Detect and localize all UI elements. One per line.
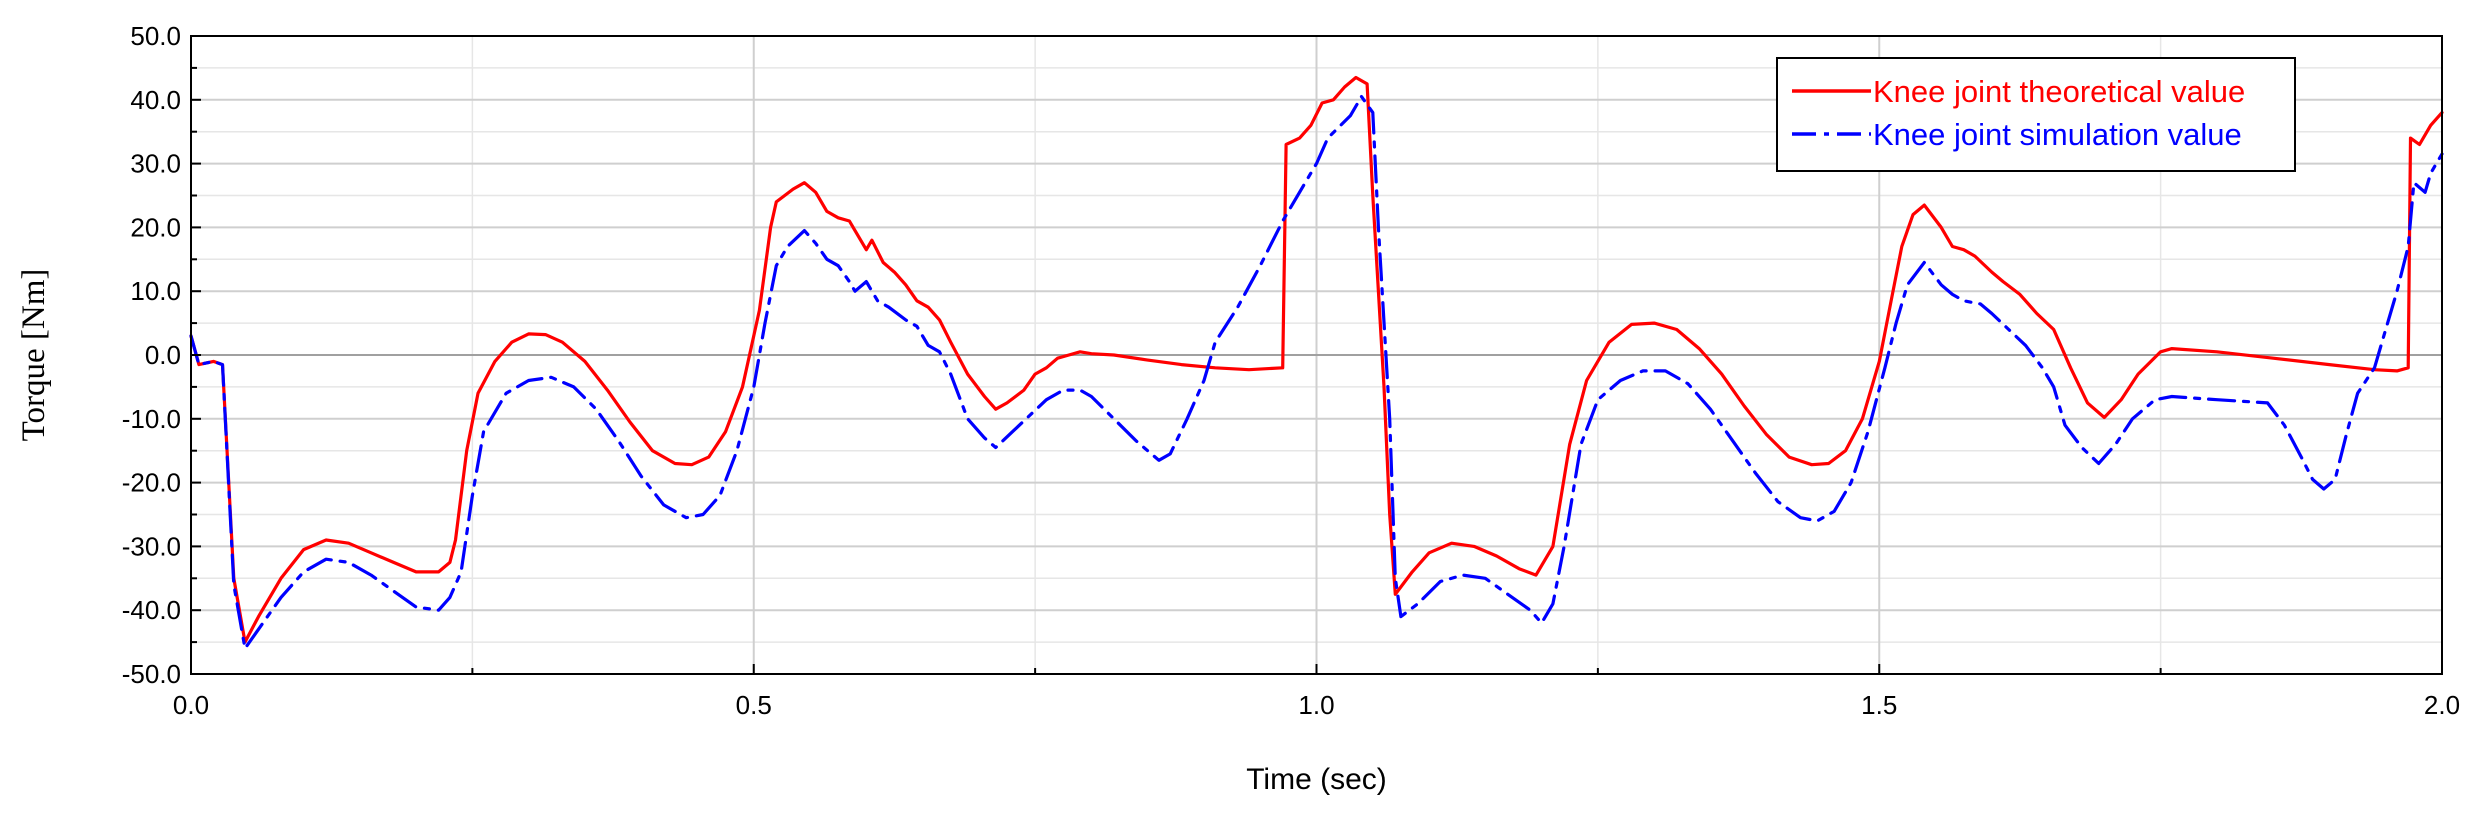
y-tick-label: 50.0 <box>130 21 181 51</box>
x-tick-label: 1.5 <box>1861 690 1897 720</box>
y-tick-label: 0.0 <box>145 340 181 370</box>
y-tick-label: 10.0 <box>130 276 181 306</box>
x-tick-label: 0.5 <box>736 690 772 720</box>
x-tick-labels: 0.0 0.5 1.0 1.5 2.0 <box>173 690 2460 720</box>
x-tick-label: 0.0 <box>173 690 209 720</box>
y-tick-labels: 50.0 40.0 30.0 20.0 10.0 0.0 -10.0 -20.0 -30.0 -4… <box>122 21 181 689</box>
y-axis-title: Torque [Nm] <box>16 269 52 442</box>
y-tick-label: 40.0 <box>130 85 181 115</box>
legend-box <box>1776 57 2296 172</box>
series-line-theoretical <box>189 75 2444 644</box>
y-tick-label: -40.0 <box>122 595 181 625</box>
series-layer <box>189 75 2444 651</box>
legend-label-theoretical: Knee joint theoretical value <box>1873 74 2245 109</box>
legend: Knee joint theoretical value Knee joint … <box>1776 57 2296 172</box>
legend-label-simulation: Knee joint simulation value <box>1873 117 2242 152</box>
y-tick-label: -10.0 <box>122 404 181 434</box>
y-tick-label: -20.0 <box>122 468 181 498</box>
y-tick-label: 30.0 <box>130 149 181 179</box>
y-tick-label: 20.0 <box>130 212 181 242</box>
y-tick-label: -30.0 <box>122 531 181 561</box>
x-tick-label: 2.0 <box>2424 690 2460 720</box>
axis-ticks <box>190 35 2443 675</box>
x-tick-label: 1.0 <box>1298 690 1334 720</box>
series-line-simulation <box>189 95 2444 651</box>
y-tick-label: -50.0 <box>122 659 181 689</box>
x-axis-title: Time (sec) <box>1246 763 1387 796</box>
